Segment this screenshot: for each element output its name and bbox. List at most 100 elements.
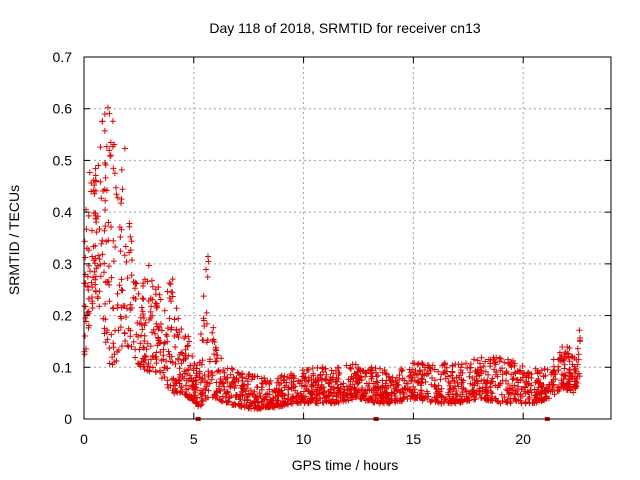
data-point bbox=[355, 379, 362, 386]
data-point bbox=[374, 397, 381, 404]
data-point bbox=[262, 391, 269, 398]
data-point bbox=[251, 403, 258, 410]
data-point bbox=[84, 283, 91, 290]
data-point bbox=[92, 288, 99, 295]
data-point bbox=[577, 335, 584, 342]
data-point bbox=[572, 378, 579, 385]
data-point bbox=[203, 309, 210, 316]
data-point bbox=[299, 373, 306, 380]
data-point bbox=[91, 260, 98, 267]
data-point bbox=[245, 391, 252, 398]
data-point bbox=[343, 383, 350, 390]
data-point bbox=[144, 278, 151, 285]
data-point bbox=[157, 348, 164, 355]
data-point bbox=[414, 391, 421, 398]
data-point bbox=[435, 399, 442, 406]
y-tick-label: 0.4 bbox=[53, 204, 73, 220]
data-point bbox=[434, 388, 441, 395]
data-point bbox=[478, 354, 485, 361]
data-point bbox=[335, 384, 342, 391]
data-point bbox=[574, 373, 581, 380]
data-point bbox=[408, 378, 415, 385]
data-point bbox=[91, 268, 98, 275]
data-point bbox=[197, 387, 204, 394]
data-point bbox=[431, 366, 438, 373]
data-point bbox=[86, 268, 93, 275]
data-point bbox=[127, 301, 134, 308]
data-point bbox=[182, 356, 189, 363]
data-point bbox=[517, 367, 524, 374]
data-point bbox=[310, 379, 317, 386]
data-point bbox=[232, 394, 239, 401]
data-point bbox=[522, 400, 529, 407]
data-point bbox=[84, 273, 91, 280]
data-point bbox=[494, 397, 501, 404]
data-point bbox=[251, 388, 258, 395]
data-point bbox=[474, 380, 481, 387]
data-point bbox=[186, 395, 193, 402]
data-point bbox=[238, 385, 245, 392]
data-point bbox=[449, 369, 456, 376]
data-point bbox=[117, 233, 124, 240]
data-point bbox=[102, 207, 109, 214]
data-point bbox=[102, 197, 109, 204]
data-point bbox=[141, 322, 148, 329]
data-point bbox=[227, 384, 234, 391]
data-point bbox=[378, 395, 385, 402]
data-point bbox=[360, 368, 367, 375]
data-point bbox=[229, 401, 236, 408]
data-point bbox=[352, 394, 359, 401]
data-point bbox=[169, 289, 176, 296]
data-point bbox=[86, 322, 93, 329]
data-point bbox=[115, 346, 122, 353]
data-point bbox=[375, 385, 382, 392]
data-point bbox=[104, 104, 111, 111]
data-point bbox=[164, 365, 171, 372]
data-point bbox=[94, 295, 101, 302]
data-point bbox=[224, 389, 231, 396]
data-point bbox=[91, 190, 98, 197]
data-point bbox=[303, 366, 310, 373]
data-point bbox=[270, 395, 277, 402]
data-point bbox=[450, 377, 457, 384]
data-point bbox=[118, 166, 125, 173]
data-point bbox=[254, 399, 261, 406]
data-point bbox=[539, 397, 546, 404]
data-point bbox=[108, 224, 115, 231]
data-point bbox=[456, 374, 463, 381]
data-point bbox=[243, 385, 250, 392]
data-point bbox=[502, 377, 509, 384]
data-point bbox=[512, 396, 519, 403]
data-point bbox=[560, 382, 567, 389]
data-point bbox=[292, 387, 299, 394]
data-point bbox=[557, 358, 564, 365]
data-point bbox=[571, 366, 578, 373]
data-point bbox=[273, 379, 280, 386]
data-point bbox=[197, 330, 204, 337]
y-tick-label: 0.3 bbox=[53, 256, 73, 272]
data-point bbox=[417, 394, 424, 401]
data-point bbox=[223, 399, 230, 406]
data-point bbox=[116, 224, 123, 231]
data-point bbox=[166, 295, 173, 302]
data-point bbox=[192, 384, 199, 391]
data-point bbox=[161, 307, 168, 314]
data-point bbox=[441, 359, 448, 366]
data-point bbox=[308, 376, 315, 383]
data-point bbox=[501, 359, 508, 366]
data-point bbox=[544, 366, 551, 373]
data-point bbox=[383, 393, 390, 400]
data-point bbox=[86, 169, 93, 176]
data-point bbox=[525, 389, 532, 396]
data-point bbox=[181, 391, 188, 398]
data-point bbox=[329, 376, 336, 383]
data-point bbox=[85, 212, 92, 219]
data-point bbox=[90, 243, 97, 250]
data-point bbox=[462, 360, 469, 367]
data-point bbox=[92, 187, 99, 194]
data-point bbox=[316, 395, 323, 402]
data-point bbox=[319, 376, 326, 383]
data-point bbox=[249, 374, 256, 381]
data-point bbox=[176, 389, 183, 396]
data-point bbox=[409, 393, 416, 400]
